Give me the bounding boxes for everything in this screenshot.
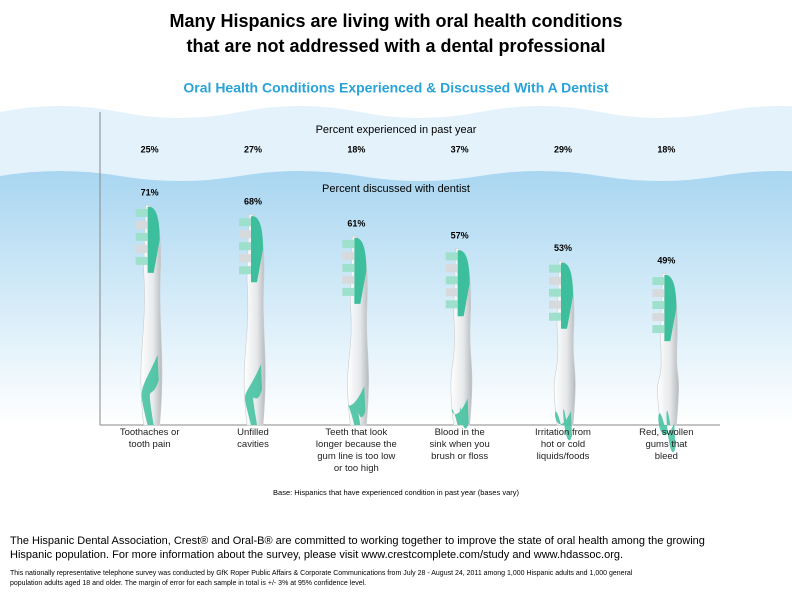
bristle (652, 301, 665, 310)
series-label: Percent experienced in past year (316, 124, 477, 136)
bristle (135, 220, 148, 229)
bristle (445, 252, 458, 261)
bristle (652, 325, 665, 334)
bristle (135, 232, 148, 241)
x-tick-label: Teeth that look longer because the gum l… (315, 427, 397, 474)
data-label: 37% (451, 144, 469, 154)
footer: Hispanic population. For more informatio… (10, 549, 623, 561)
data-label: 53% (554, 243, 572, 253)
bristle (652, 289, 665, 298)
data-label: 71% (141, 187, 159, 197)
data-label: 29% (554, 144, 572, 154)
subtitle: Oral Health Conditions Experienced & Dis… (183, 80, 608, 96)
toothbrush-stripe (451, 398, 469, 429)
bristle (239, 230, 251, 239)
toothbrush-stripe (658, 410, 676, 453)
toothbrush-head (457, 250, 470, 317)
x-tick-label: Toothaches or tooth pain (119, 427, 180, 450)
bristle (549, 312, 561, 321)
bristle (445, 276, 458, 285)
bristle (239, 254, 251, 263)
data-label: 25% (141, 144, 159, 154)
x-tick-label: Blood in the sink when you brush or flos… (429, 427, 490, 462)
fineprint: population adults aged 18 and older. The… (10, 580, 366, 587)
bristle (342, 263, 355, 272)
bristle (549, 288, 561, 297)
toothbrush (135, 204, 163, 426)
bristle (342, 239, 355, 248)
bristle (135, 244, 148, 253)
toothbrush (652, 272, 679, 453)
bristle (549, 300, 561, 309)
wave-dark (0, 171, 792, 425)
toothbrush-stripe (555, 409, 572, 441)
bristle (445, 288, 458, 297)
toothbrush (239, 213, 266, 426)
bristle (652, 313, 665, 322)
toothbrush (445, 247, 473, 429)
data-label: 61% (347, 218, 365, 228)
background (0, 425, 792, 525)
bristle (549, 264, 561, 273)
toothbrush-head (561, 262, 573, 329)
footer: The Hispanic Dental Association, Crest® … (10, 535, 705, 547)
data-label: 18% (347, 144, 365, 154)
toothbrush-head (251, 216, 263, 283)
bristle (342, 251, 355, 260)
toothbrush-head (147, 206, 160, 273)
title: that are not addressed with a dental pro… (186, 36, 605, 56)
data-label: 18% (657, 144, 675, 154)
data-label: 57% (451, 231, 469, 241)
data-label: 49% (657, 255, 675, 265)
x-tick-label: Unfilled cavities (237, 427, 269, 450)
bristle (342, 275, 355, 284)
toothbrush-stripe (348, 385, 366, 425)
bristle (549, 276, 561, 285)
bristle (239, 218, 251, 227)
data-label: 27% (244, 144, 262, 154)
bristle (135, 256, 148, 265)
toothbrush (549, 260, 576, 441)
bristle (342, 287, 355, 296)
toothbrush-head (664, 274, 677, 342)
x-tick-label: Irritation from hot or cold liquids/food… (535, 427, 591, 462)
bristle (135, 208, 148, 217)
data-label: 68% (244, 197, 262, 207)
toothbrush-stripe (141, 354, 159, 425)
bristle (652, 277, 665, 286)
series-label: Percent discussed with dentist (322, 183, 470, 195)
bristle (239, 242, 251, 251)
bristle (445, 264, 458, 273)
toothbrush-head (354, 237, 367, 304)
x-tick-label: Red, swollen gums that bleed (639, 427, 694, 462)
bristle (239, 266, 251, 275)
fineprint: This nationally representative telephone… (10, 570, 633, 577)
toothbrush (342, 235, 369, 426)
base-note: Base: Hispanics that have experienced co… (273, 488, 519, 497)
toothbrush-stripe (245, 364, 262, 425)
bristle (445, 300, 458, 309)
title: Many Hispanics are living with oral heal… (169, 11, 622, 31)
